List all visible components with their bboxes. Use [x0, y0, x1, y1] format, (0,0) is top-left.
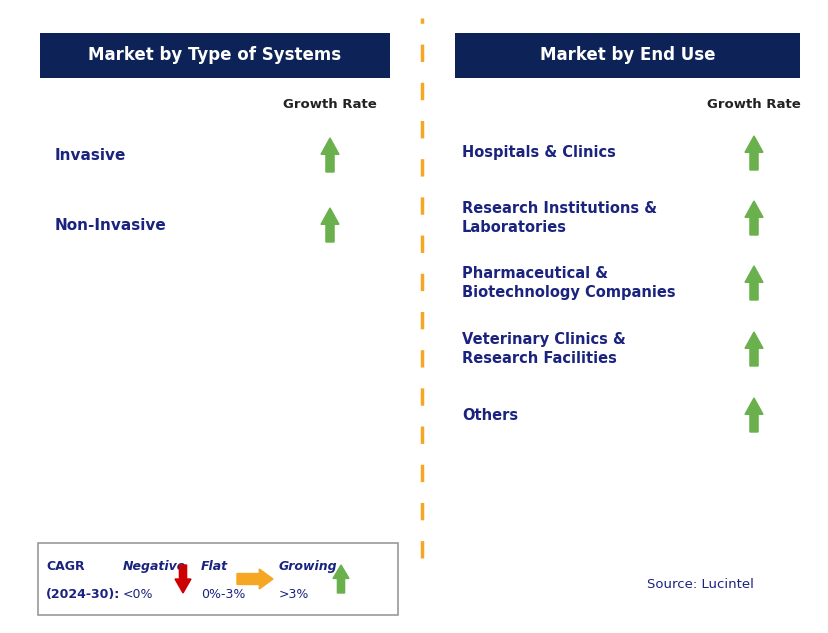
Bar: [455, 33, 799, 78]
Text: <0%: <0%: [123, 588, 153, 601]
Text: Pharmaceutical &
Biotechnology Companies: Pharmaceutical & Biotechnology Companies: [461, 266, 675, 301]
Polygon shape: [744, 266, 762, 300]
Text: Market by Type of Systems: Market by Type of Systems: [89, 46, 341, 65]
Text: Growth Rate: Growth Rate: [706, 99, 800, 111]
Text: Source: Lucintel: Source: Lucintel: [646, 579, 753, 591]
Text: Veterinary Clinics &
Research Facilities: Veterinary Clinics & Research Facilities: [461, 332, 625, 367]
Text: CAGR: CAGR: [46, 560, 84, 573]
Polygon shape: [744, 136, 762, 170]
Bar: [40, 33, 389, 78]
Polygon shape: [320, 208, 339, 242]
Bar: [38, 543, 397, 615]
Text: Invasive: Invasive: [55, 147, 126, 163]
Text: >3%: >3%: [279, 588, 309, 601]
Text: Others: Others: [461, 408, 518, 422]
Text: (2024-30):: (2024-30):: [46, 588, 120, 601]
Polygon shape: [744, 332, 762, 366]
Polygon shape: [744, 398, 762, 432]
Text: Hospitals & Clinics: Hospitals & Clinics: [461, 146, 615, 161]
Text: Negative: Negative: [123, 560, 186, 573]
Polygon shape: [237, 569, 272, 589]
Text: Non-Invasive: Non-Invasive: [55, 218, 166, 232]
Text: Growth Rate: Growth Rate: [283, 99, 377, 111]
Polygon shape: [175, 565, 190, 593]
Polygon shape: [333, 565, 349, 593]
Text: Market by End Use: Market by End Use: [539, 46, 715, 65]
Polygon shape: [744, 201, 762, 235]
Text: Growing: Growing: [279, 560, 337, 573]
Polygon shape: [320, 138, 339, 172]
Text: 0%-3%: 0%-3%: [200, 588, 245, 601]
Text: Research Institutions &
Laboratories: Research Institutions & Laboratories: [461, 201, 657, 235]
Text: Flat: Flat: [200, 560, 228, 573]
